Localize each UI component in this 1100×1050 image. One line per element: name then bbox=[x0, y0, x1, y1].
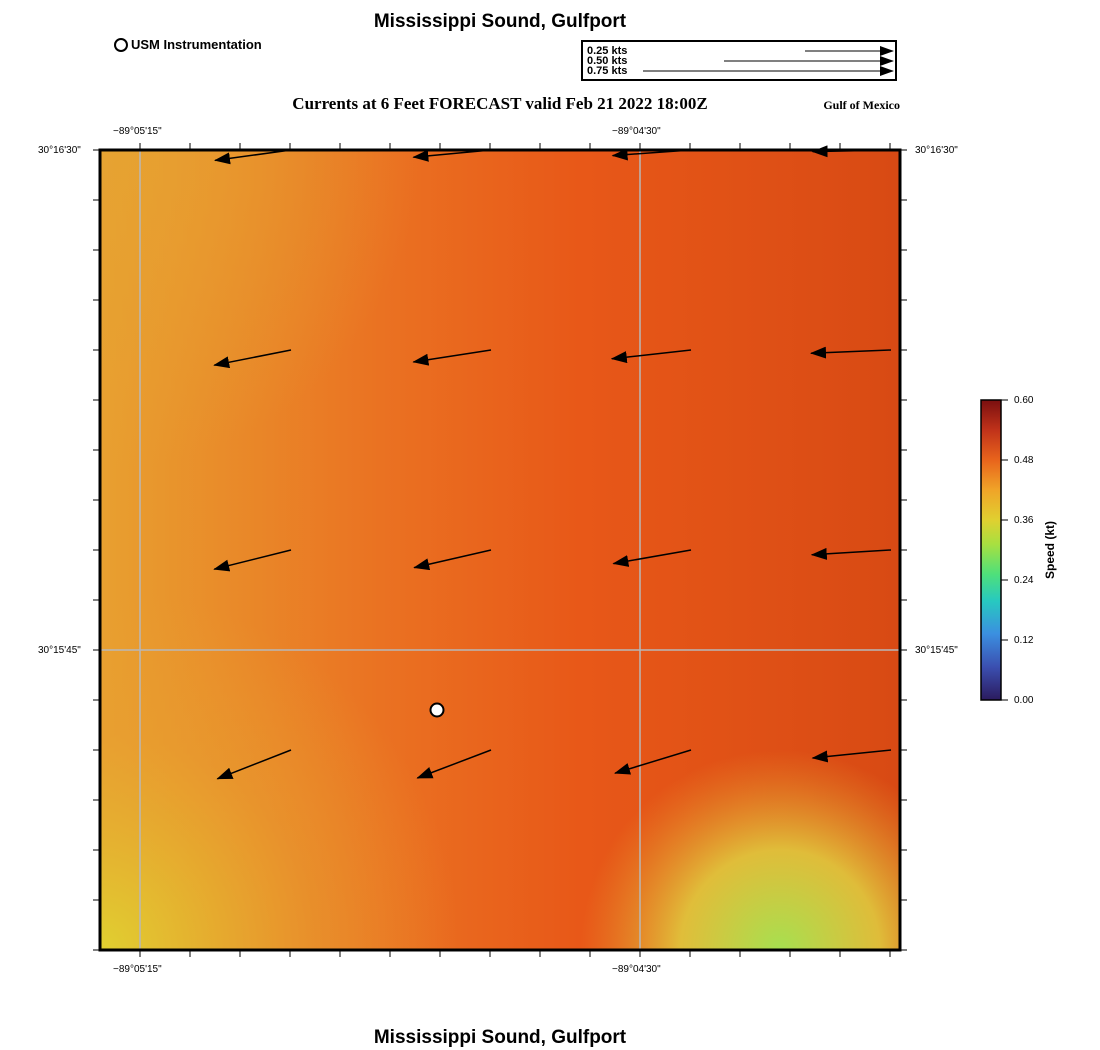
colorbar-tick-024: 0.24 bbox=[1014, 575, 1034, 586]
current-vector-r2-c0 bbox=[213, 549, 292, 572]
speed-field-se bbox=[100, 150, 900, 950]
x-tick-top-2: −89°04'30" bbox=[612, 126, 661, 137]
current-vector-r2-c3 bbox=[810, 547, 892, 560]
station-legend-label: USM Instrumentation bbox=[131, 37, 262, 52]
current-vector-r3-c3 bbox=[811, 749, 892, 763]
current-vector-r1-c2 bbox=[610, 349, 692, 364]
footer-title: Mississippi Sound, Gulfport bbox=[373, 1027, 627, 1048]
current-vector-r2-c2 bbox=[612, 549, 692, 567]
current-vector-r1-c1 bbox=[412, 349, 492, 366]
colorbar-ticks bbox=[1001, 399, 1008, 701]
colorbar-tick-012: 0.12 bbox=[1014, 635, 1034, 646]
usm-station-marker[interactable] bbox=[429, 702, 445, 718]
region-label: Gulf of Mexico bbox=[823, 98, 900, 112]
colorbar-tick-000: 0.00 bbox=[1014, 695, 1034, 706]
x-tick-bottom-1: −89°05'15" bbox=[113, 964, 162, 975]
colorbar-tick-036: 0.36 bbox=[1014, 515, 1034, 526]
y-tick-right-1: 30°16'30" bbox=[915, 145, 958, 156]
current-vector-r1-c3 bbox=[810, 346, 892, 359]
colorbar-gradient bbox=[980, 399, 1002, 701]
y-tick-left-1: 30°16'30" bbox=[38, 145, 81, 156]
page-title: Mississippi Sound, Gulfport bbox=[373, 11, 627, 32]
colorbar-tick-060: 0.60 bbox=[1014, 395, 1034, 406]
current-vector-r0-c0 bbox=[214, 149, 292, 165]
colorbar-tick-048: 0.48 bbox=[1014, 455, 1034, 466]
scale-label-025: 0.25 kts bbox=[587, 45, 628, 57]
station-marker-icon bbox=[114, 37, 128, 52]
speed-field bbox=[100, 150, 900, 950]
y-tick-right-2: 30°15'45" bbox=[915, 645, 958, 656]
current-vector-r3-c0 bbox=[216, 749, 292, 780]
vector-scale-legend: 0.25 kts 0.50 kts 0.75 kts bbox=[581, 40, 897, 81]
current-vector-r3-c1 bbox=[416, 749, 492, 779]
colorbar-title: Speed (kt) bbox=[1042, 520, 1057, 580]
x-tick-top-1: −89°05'15" bbox=[113, 126, 162, 137]
scale-label-075: 0.75 kts bbox=[587, 65, 628, 77]
current-vectors bbox=[213, 145, 892, 780]
forecast-subtitle: Currents at 6 Feet FORECAST valid Feb 21… bbox=[292, 94, 708, 113]
frame-ticks bbox=[93, 143, 907, 957]
scale-arrows bbox=[643, 46, 894, 76]
station-legend: USM Instrumentation bbox=[114, 37, 262, 52]
current-vector-r2-c1 bbox=[413, 549, 492, 571]
y-tick-left-2: 30°15'45" bbox=[38, 645, 81, 656]
scale-label-050: 0.50 kts bbox=[587, 55, 628, 67]
x-tick-bottom-2: −89°04'30" bbox=[612, 964, 661, 975]
current-vector-r1-c0 bbox=[213, 349, 292, 369]
gridlines bbox=[100, 150, 900, 950]
current-vector-r3-c2 bbox=[614, 749, 692, 775]
